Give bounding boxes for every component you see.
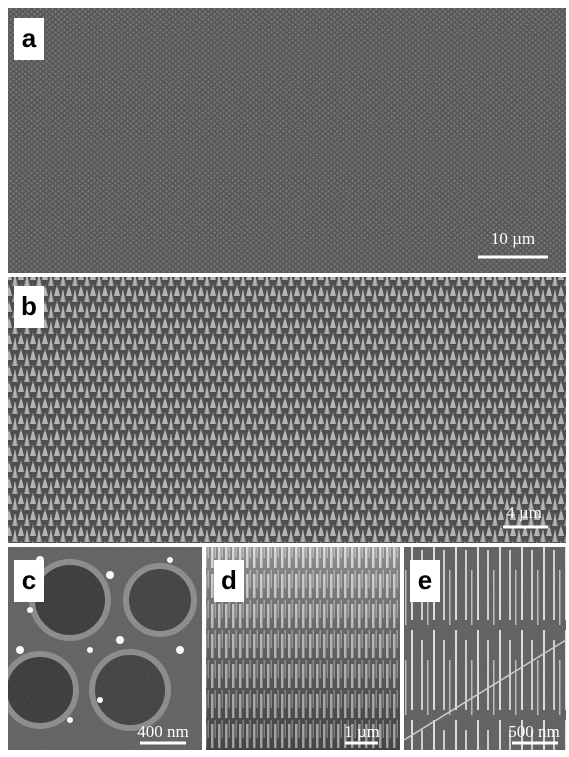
texture <box>8 277 566 543</box>
panel-label: b <box>21 291 37 321</box>
panel-label: d <box>221 565 237 595</box>
panel-label: c <box>22 565 36 595</box>
scale-bar-label: 4 µm <box>506 503 542 522</box>
texture <box>8 8 566 273</box>
figure: a 10 µm b 4 µm c 400 nm d 1 µm e 500 nm <box>0 0 569 757</box>
panel-label: a <box>22 23 37 53</box>
scale-bar-label: 10 µm <box>491 229 535 248</box>
scale-bar-label: 1 µm <box>344 722 380 741</box>
scale-bar-label: 500 nm <box>508 722 559 741</box>
scale-bar-label: 400 nm <box>137 722 188 741</box>
panel-label: e <box>418 565 432 595</box>
